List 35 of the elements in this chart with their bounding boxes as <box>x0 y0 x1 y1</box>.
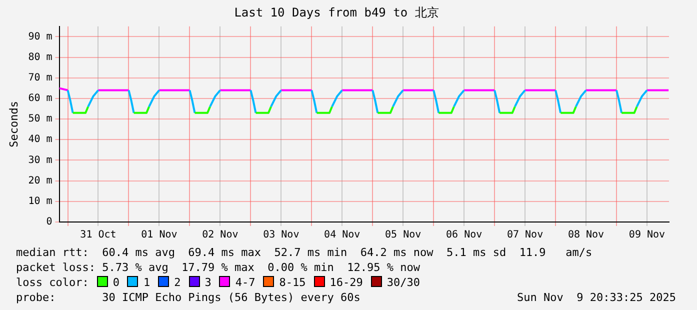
x-tick-label: 03 Nov <box>263 230 300 241</box>
y-tick-label: 70 m <box>28 72 52 84</box>
x-tick-label: 07 Nov <box>506 230 544 241</box>
y-tick-label: 80 m <box>28 52 52 63</box>
chart-title: Last 10 Days from b49 to 北京 <box>234 5 439 20</box>
x-tick-label: 01 Nov <box>141 230 178 241</box>
legend-label: 30/30 <box>386 276 420 289</box>
x-tick-label: 09 Nov <box>628 230 666 241</box>
y-tick-label: 0 <box>46 216 52 228</box>
legend-label: 3 <box>204 276 212 289</box>
text: median rtt: 60.4 ms avg 69.4 ms max 52.7 ms min 64.2 ms now 5.1 ms sd 11.9 am/s <box>16 245 594 260</box>
x-tick-label: 08 Nov <box>568 230 604 241</box>
y-tick-label: 50 m <box>28 114 52 125</box>
x-tick-label: 02 Nov <box>202 230 238 241</box>
y-axis-title: Seconds <box>7 101 20 148</box>
legend-label: 2 <box>174 276 181 289</box>
y-tick-label: 30 m <box>28 154 52 166</box>
legend-title: loss color: <box>16 276 89 289</box>
y-tick-label: 10 m <box>28 196 52 208</box>
y-tick-label: 60 m <box>28 93 52 104</box>
legend-label: 8-15 <box>279 276 306 289</box>
y-tick-label: 20 m <box>28 175 52 186</box>
legend-label: 0 <box>112 276 120 289</box>
legend-label: 16-29 <box>330 276 363 289</box>
x-tick-label: 04 Nov <box>324 230 360 241</box>
text: packet loss: 5.73 % avg 17.79 % max 0.00 % min 12.95 % now <box>16 260 421 275</box>
text: Sun Nov 9 20:33:25 2025 <box>517 290 676 305</box>
x-tick-label: 06 Nov <box>446 230 482 241</box>
x-tick-label: 31 Oct <box>80 230 116 241</box>
x-tick-label: 05 Nov <box>385 230 422 241</box>
y-tick-label: 90 m <box>28 31 52 42</box>
y-tick-label: 40 m <box>28 134 52 146</box>
legend-label: 4-7 <box>235 276 256 289</box>
legend-label: 1 <box>143 276 150 289</box>
text: probe: 30 ICMP Echo Pings (56 Bytes) every 60s <box>16 291 360 304</box>
